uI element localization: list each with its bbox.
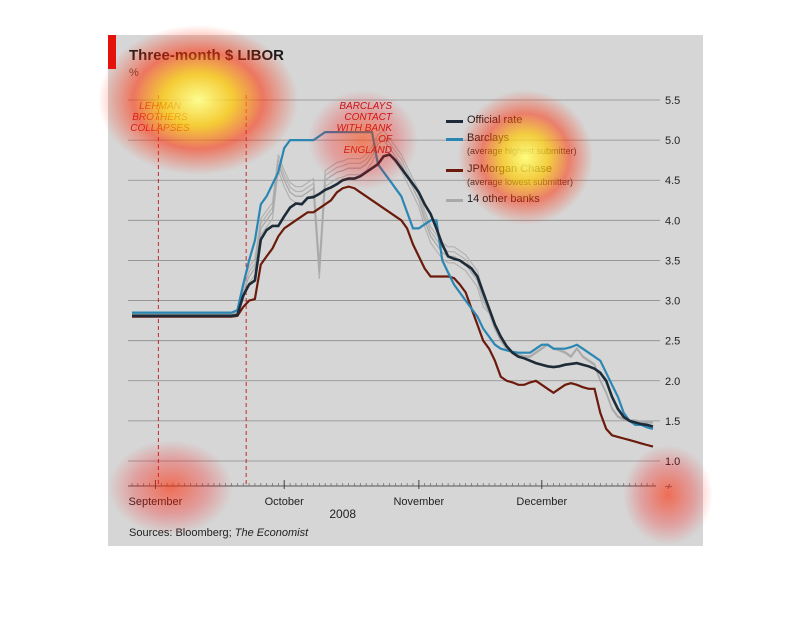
legend-jpm-sub: (average lowest submitter) bbox=[467, 177, 574, 187]
x-month-label-october: October bbox=[265, 496, 304, 508]
libor-line-chart: 5.5 5.0 4.5 4.0 3.5 3.0 2.5 2.0 1.5 1.0 ≁ September… bbox=[128, 95, 680, 521]
y-tick-label-1.0: 1.0 bbox=[665, 456, 680, 468]
chart-panel: Three-month $ LIBOR % 5.5 5.0 4.5 4.0 3.5 3.0… bbox=[98, 25, 713, 546]
y-tick-label-5.0: 5.0 bbox=[665, 135, 680, 147]
y-tick-label-1.5: 1.5 bbox=[665, 416, 680, 428]
y-tick-label-4.0: 4.0 bbox=[665, 215, 680, 227]
annotation-barclays: Barclays contact with Bank of England bbox=[336, 101, 392, 156]
year-label: 2008 bbox=[329, 507, 356, 521]
y-tick-label-3.0: 3.0 bbox=[665, 296, 680, 308]
series-line-official bbox=[132, 153, 654, 428]
y-tick-label-2.5: 2.5 bbox=[665, 336, 680, 348]
legend-official: Official rate bbox=[467, 114, 523, 126]
source-note: Sources: Bloomberg; The Economist bbox=[129, 527, 308, 539]
legend-swatch-others bbox=[446, 199, 463, 202]
series-line-other-bank-4 bbox=[132, 129, 653, 423]
series-line-other-bank-3 bbox=[132, 134, 653, 423]
x-month-label-december: December bbox=[516, 496, 567, 508]
legend-swatch-jpm bbox=[446, 169, 463, 172]
y-tick-label-3.5: 3.5 bbox=[665, 255, 680, 267]
legend-barclays-sub: (average highest submitter) bbox=[467, 146, 577, 156]
legend-others: 14 other banks bbox=[467, 193, 540, 205]
x-month-label-september: September bbox=[129, 496, 183, 508]
source-prefix: Sources: Bloomberg; bbox=[129, 527, 235, 539]
source-publication: The Economist bbox=[234, 527, 309, 539]
legend-barclays: Barclays bbox=[467, 132, 510, 144]
y-tick-label-5.5: 5.5 bbox=[665, 95, 680, 107]
x-month-label-november: November bbox=[393, 496, 444, 508]
series-line-other-bank-2 bbox=[132, 145, 653, 424]
legend-jpm: JPMorgan Chase bbox=[467, 163, 552, 175]
legend-swatch-barclays bbox=[446, 138, 463, 141]
x-axis-break-mark: ≁ bbox=[664, 481, 673, 493]
annotation-lehman: Lehman Brothers collapses bbox=[130, 101, 190, 134]
y-tick-label-4.5: 4.5 bbox=[665, 175, 680, 187]
y-tick-label-2.0: 2.0 bbox=[665, 376, 680, 388]
legend-swatch-official bbox=[446, 120, 463, 123]
